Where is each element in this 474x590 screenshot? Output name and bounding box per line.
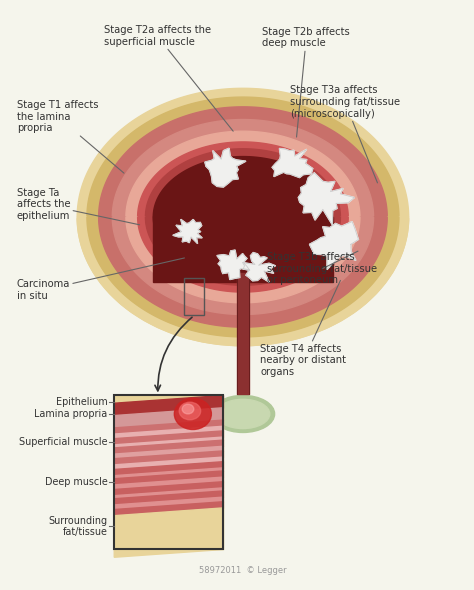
Polygon shape <box>114 488 223 499</box>
Polygon shape <box>243 253 275 282</box>
Polygon shape <box>137 142 348 217</box>
Polygon shape <box>153 217 333 283</box>
Polygon shape <box>146 149 340 217</box>
Polygon shape <box>153 217 333 277</box>
Text: Stage T3a affects
surrounding fat/tissue
(microscopically): Stage T3a affects surrounding fat/tissue… <box>290 86 400 183</box>
Ellipse shape <box>216 399 270 428</box>
Ellipse shape <box>137 142 348 292</box>
Bar <box>114 395 223 549</box>
Polygon shape <box>137 217 348 292</box>
Polygon shape <box>114 446 223 458</box>
Polygon shape <box>77 217 409 346</box>
Ellipse shape <box>182 404 194 414</box>
Polygon shape <box>114 461 223 476</box>
Text: Superficial muscle: Superficial muscle <box>19 437 108 447</box>
Text: Carcinoma
in situ: Carcinoma in situ <box>17 258 184 301</box>
Polygon shape <box>112 120 374 217</box>
Text: Stage T1 affects
the lamina
propria: Stage T1 affects the lamina propria <box>17 100 124 173</box>
Polygon shape <box>114 508 223 558</box>
Polygon shape <box>114 408 223 428</box>
Ellipse shape <box>211 395 274 432</box>
Polygon shape <box>114 420 223 434</box>
Polygon shape <box>272 149 313 178</box>
Polygon shape <box>99 217 387 327</box>
Polygon shape <box>114 457 223 470</box>
Polygon shape <box>153 156 333 217</box>
Bar <box>73 2 413 217</box>
Text: Epithelium: Epithelium <box>55 396 108 407</box>
Polygon shape <box>114 437 223 448</box>
Polygon shape <box>114 468 223 478</box>
Ellipse shape <box>99 107 387 327</box>
Text: Deep muscle: Deep muscle <box>45 477 108 487</box>
Polygon shape <box>114 497 223 510</box>
Polygon shape <box>205 148 246 187</box>
Polygon shape <box>298 173 355 225</box>
Ellipse shape <box>112 120 374 314</box>
Polygon shape <box>146 217 340 285</box>
Polygon shape <box>77 88 409 217</box>
Ellipse shape <box>87 97 399 337</box>
Polygon shape <box>114 395 223 415</box>
Text: Stage Ta
affects the
epithelium: Stage Ta affects the epithelium <box>17 188 139 225</box>
Polygon shape <box>114 477 223 490</box>
Polygon shape <box>126 217 360 303</box>
Ellipse shape <box>179 402 201 419</box>
Text: Stage T2a affects the
superficial muscle: Stage T2a affects the superficial muscle <box>103 25 233 131</box>
Polygon shape <box>114 481 223 496</box>
Polygon shape <box>114 440 223 454</box>
Ellipse shape <box>77 88 409 346</box>
Polygon shape <box>114 451 223 465</box>
Polygon shape <box>112 217 374 314</box>
Ellipse shape <box>146 149 340 285</box>
Polygon shape <box>114 426 223 438</box>
Polygon shape <box>114 502 223 516</box>
Ellipse shape <box>174 398 211 430</box>
Text: Surrounding
fat/tissue: Surrounding fat/tissue <box>48 516 108 537</box>
Text: Stage T3b affects
surrounding fat/tissue
or peritoneum: Stage T3b affects surrounding fat/tissue… <box>267 251 377 286</box>
Polygon shape <box>173 219 202 244</box>
Polygon shape <box>87 97 399 217</box>
Text: Stage T4 affects
nearby or distant
organs: Stage T4 affects nearby or distant organ… <box>261 280 346 377</box>
Polygon shape <box>114 491 223 505</box>
Ellipse shape <box>153 156 333 277</box>
Bar <box>184 278 204 316</box>
Bar <box>114 395 223 549</box>
Polygon shape <box>217 250 250 280</box>
Text: 58972011  © Legger: 58972011 © Legger <box>199 566 287 575</box>
Polygon shape <box>87 217 399 337</box>
Polygon shape <box>99 107 387 217</box>
Polygon shape <box>114 471 223 485</box>
Polygon shape <box>126 131 360 217</box>
Polygon shape <box>114 431 223 445</box>
Ellipse shape <box>126 131 360 303</box>
Text: Stage T2b affects
deep muscle: Stage T2b affects deep muscle <box>263 27 350 137</box>
Polygon shape <box>310 222 358 270</box>
Text: Lamina propria: Lamina propria <box>34 409 108 419</box>
